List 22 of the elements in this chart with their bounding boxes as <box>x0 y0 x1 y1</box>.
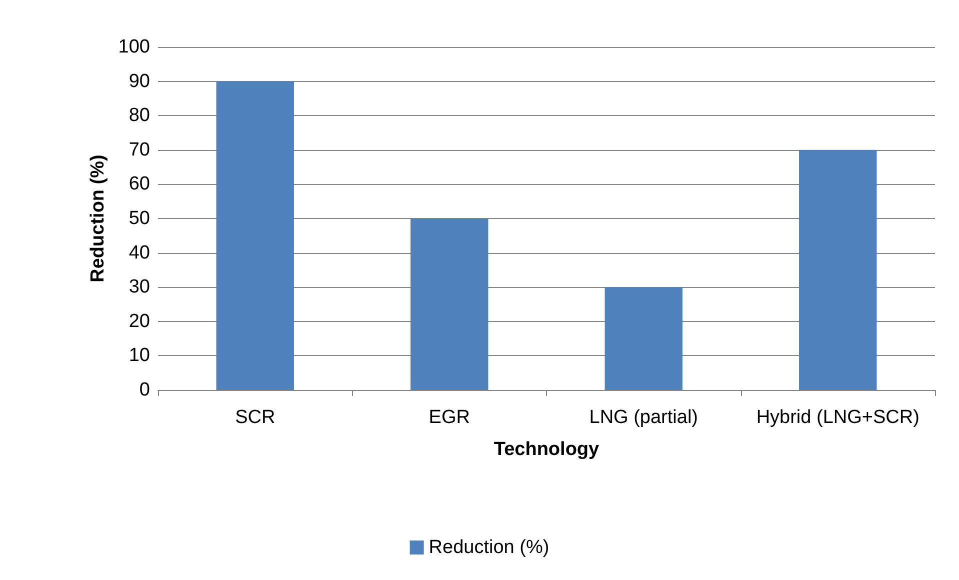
bar <box>604 287 682 390</box>
y-axis-title: Reduction (%) <box>87 154 108 282</box>
x-axis-title: Technology <box>494 439 600 460</box>
y-tick-label: 50 <box>128 208 150 229</box>
y-tick-label: 20 <box>128 310 150 332</box>
x-tick-label: EGR <box>428 407 470 428</box>
y-tick-label: 0 <box>139 380 150 400</box>
x-tick-label: SCR <box>235 407 276 428</box>
y-tick-label: 90 <box>128 70 150 92</box>
y-tick-label: 40 <box>128 242 150 264</box>
y-tick-label: 70 <box>128 139 150 160</box>
y-tick-label: 80 <box>128 105 150 126</box>
y-tick-label: 60 <box>128 174 150 195</box>
y-tick-label: 30 <box>128 276 150 298</box>
bar <box>216 81 294 390</box>
y-tick-label: 100 <box>118 36 150 58</box>
legend-label: Reduction (%) <box>428 537 550 558</box>
x-tick-label: Hybrid (LNG+SCR) <box>756 407 920 428</box>
bar <box>799 150 877 390</box>
y-tick-label: 10 <box>128 345 150 366</box>
x-tick-label: LNG (partial) <box>589 407 698 428</box>
bar <box>410 218 488 390</box>
